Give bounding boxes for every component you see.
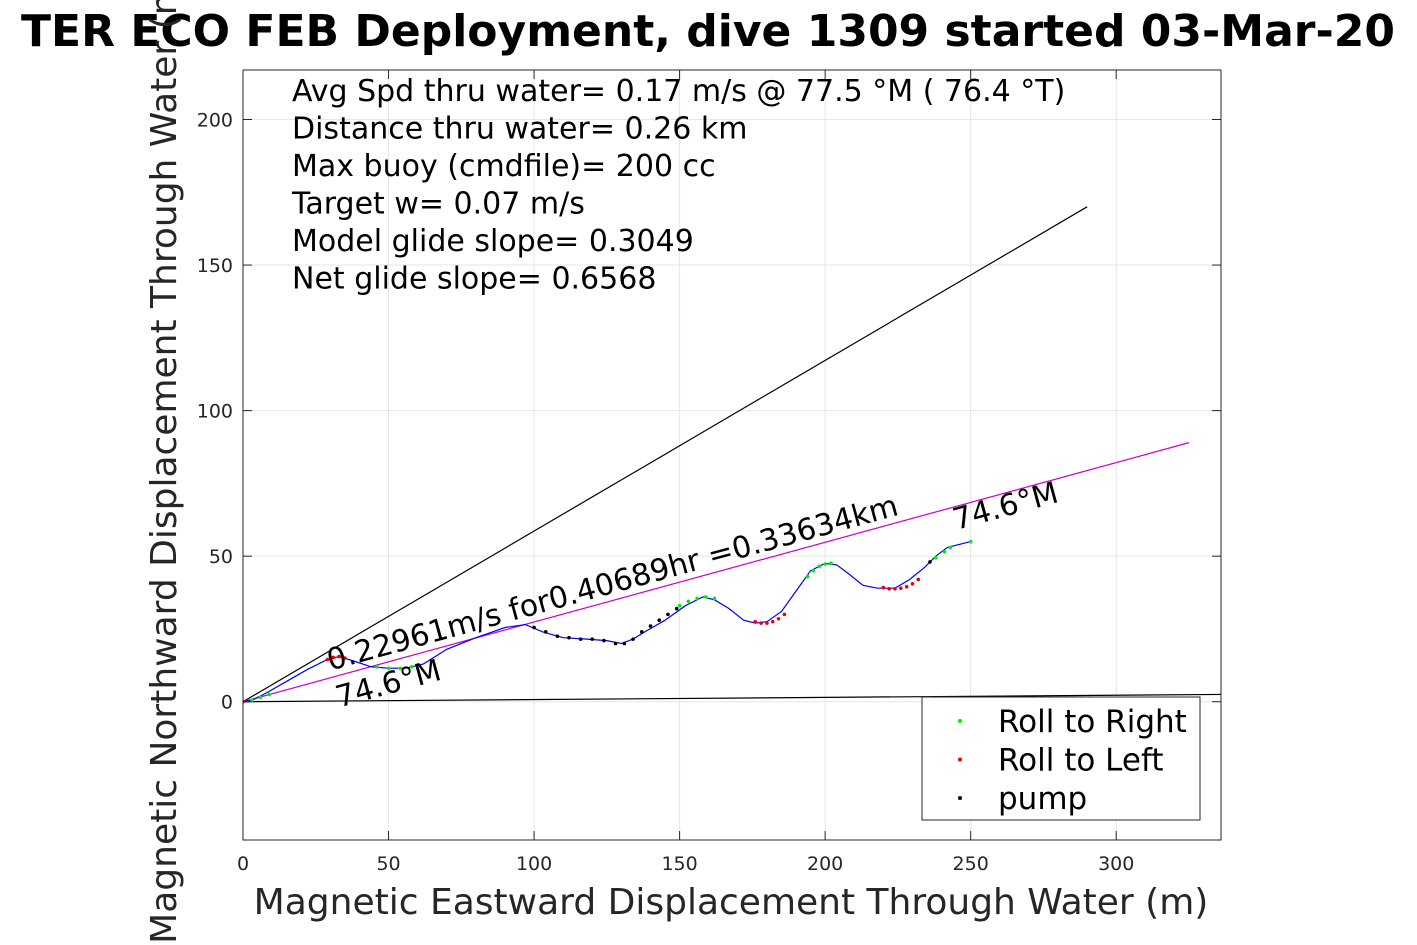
data-point <box>928 560 932 564</box>
reference-lines <box>243 206 1221 703</box>
series-line <box>243 541 971 703</box>
data-point <box>782 612 787 617</box>
legend-label: Roll to Right <box>998 704 1187 740</box>
data-point <box>639 630 644 634</box>
x-tick-label: 0 <box>237 853 249 875</box>
speed-annotation: 0.22961m/s for0.40689hr =0.33634km <box>323 489 902 679</box>
legend-marker <box>958 757 962 762</box>
data-point <box>622 641 627 646</box>
data-point <box>765 621 769 625</box>
data-point <box>904 584 909 589</box>
data-point <box>398 666 402 671</box>
x-tick-label: 50 <box>376 853 400 875</box>
stats-line: Target w= 0.07 m/s <box>291 187 585 222</box>
y-axis-label: Magnetic Northward Displacement Through … <box>144 0 185 944</box>
data-point <box>704 595 708 599</box>
data-point <box>753 619 758 624</box>
x-tick-label: 300 <box>1098 853 1134 875</box>
data-point <box>968 539 973 544</box>
heading-end-annotation: 74.6°M <box>949 475 1062 537</box>
data-point <box>590 637 595 641</box>
chart-title: TER ECO FEB Deployment, dive 1309 starte… <box>21 6 1395 57</box>
data-point <box>776 616 781 621</box>
y-tick-label: 100 <box>197 401 233 423</box>
data-point <box>933 555 938 560</box>
data-point <box>375 664 379 669</box>
data-point <box>325 657 330 662</box>
data-point <box>631 637 635 641</box>
data-point <box>916 577 921 582</box>
data-point <box>829 561 833 565</box>
data-point <box>881 585 886 590</box>
stats-text-block: Avg Spd thru water= 0.17 m/s @ 77.5 °M (… <box>291 74 1065 297</box>
plot-frame <box>242 69 1222 841</box>
data-point <box>759 621 763 625</box>
y-tick-label: 150 <box>197 255 233 277</box>
data-point <box>695 596 699 601</box>
x-tick-label: 100 <box>516 853 552 875</box>
data-point <box>410 664 414 669</box>
x-tick-label: 150 <box>661 853 697 875</box>
data-point <box>910 582 915 586</box>
data-point <box>555 634 560 639</box>
data-point <box>258 695 263 700</box>
data-point <box>249 698 254 703</box>
reference-line <box>243 442 1190 703</box>
data-point <box>712 596 717 601</box>
reference-line <box>243 206 1088 703</box>
data-point <box>331 655 336 660</box>
legend-marker <box>958 719 962 723</box>
data-point <box>674 606 679 611</box>
stats-line: Net glide slope= 0.6568 <box>292 262 656 297</box>
data-point <box>648 624 653 628</box>
legend-label: pump <box>998 781 1087 817</box>
data-point <box>657 618 662 623</box>
data-point <box>567 635 571 640</box>
legend-box <box>921 696 1201 821</box>
x-tick-label: 250 <box>953 853 989 875</box>
data-point <box>686 599 691 604</box>
reference-line <box>243 693 1221 703</box>
data-point <box>613 641 618 646</box>
dive-track <box>243 541 971 703</box>
legend-marker <box>958 796 962 800</box>
stats-line: Model glide slope= 0.3049 <box>292 224 694 259</box>
stats-line: Avg Spd thru water= 0.17 m/s @ 77.5 °M (… <box>292 74 1065 109</box>
data-point <box>811 568 816 573</box>
y-tick-label: 0 <box>221 692 233 714</box>
data-point <box>899 586 903 590</box>
data-point <box>337 654 341 659</box>
data-point <box>666 612 670 617</box>
data-point <box>532 625 536 630</box>
y-tick-label: 50 <box>209 546 233 568</box>
markers <box>243 539 973 704</box>
data-point <box>948 545 953 550</box>
data-point <box>386 666 391 671</box>
data-point <box>267 692 271 697</box>
data-point <box>805 574 810 579</box>
data-point <box>770 619 775 624</box>
legend-label: Roll to Left <box>998 743 1164 779</box>
stats-line: Distance thru water= 0.26 km <box>292 112 747 147</box>
gridlines <box>242 70 1221 840</box>
data-point <box>823 562 827 566</box>
data-point <box>893 586 897 591</box>
data-point <box>602 638 606 643</box>
axis-ticks: 0 50 100 150 200 250 300 0 50 100 150 200 <box>197 70 1221 875</box>
data-point <box>817 564 822 569</box>
x-axis-label: Magnetic Eastward Displacement Through W… <box>254 882 1209 923</box>
data-point <box>942 549 947 554</box>
x-tick-label: 200 <box>807 853 843 875</box>
y-tick-label: 200 <box>197 109 233 131</box>
data-point <box>887 586 891 591</box>
data-point <box>343 656 347 660</box>
data-point <box>578 637 583 641</box>
stats-line: Max buoy (cmdfile)= 200 cc <box>292 149 716 184</box>
data-point <box>677 603 682 608</box>
data-point <box>543 630 548 634</box>
